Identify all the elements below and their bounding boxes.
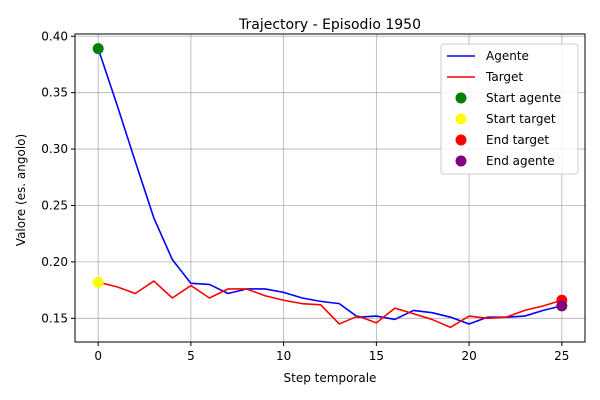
legend-marker-end-agente [455, 155, 467, 167]
chart-title: Trajectory - Episodio 1950 [238, 17, 421, 33]
y-tick-label: 0.30 [41, 142, 68, 156]
y-tick-label: 0.35 [41, 86, 68, 100]
legend-marker-end-target [455, 134, 467, 146]
series-layer [97, 48, 563, 329]
y-tick-label: 0.20 [41, 255, 68, 269]
x-tick-label: 0 [94, 349, 102, 363]
y-tick-label: 0.40 [41, 29, 68, 43]
legend-marker-start-target [455, 113, 467, 125]
legend-marker-start-agente [455, 92, 467, 104]
marker-layer [92, 43, 568, 312]
legend-label: Target [485, 70, 523, 84]
legend-label: Start agente [486, 91, 561, 105]
ticks-layer: 0 5 10 15 20 25 0.15 0.20 0.25 0.30 0.35 0.40 [41, 29, 569, 363]
x-axis-title: Step temporale [284, 371, 377, 385]
series-line-target [97, 280, 563, 329]
marker-start-target [92, 276, 104, 288]
y-tick-label: 0.25 [41, 198, 68, 212]
x-tick-label: 15 [369, 349, 384, 363]
x-tick-label: 5 [187, 349, 195, 363]
marker-start-agente [92, 43, 104, 55]
marker-end-agente [556, 300, 568, 312]
plot-frame [74, 33, 586, 343]
legend-label: End agente [486, 154, 555, 168]
legend-label: Agente [486, 49, 529, 63]
legend-box [440, 43, 579, 175]
legend: Agente Target Start agente Start target End … [440, 43, 579, 175]
legend-label: Start target [486, 112, 556, 126]
x-tick-label: 25 [554, 349, 569, 363]
y-tick-label: 0.15 [41, 311, 68, 325]
legend-label: End target [486, 133, 549, 147]
x-tick-label: 10 [276, 349, 291, 363]
x-tick-label: 20 [461, 349, 476, 363]
y-axis-title: Valore (es. angolo) [14, 134, 28, 246]
